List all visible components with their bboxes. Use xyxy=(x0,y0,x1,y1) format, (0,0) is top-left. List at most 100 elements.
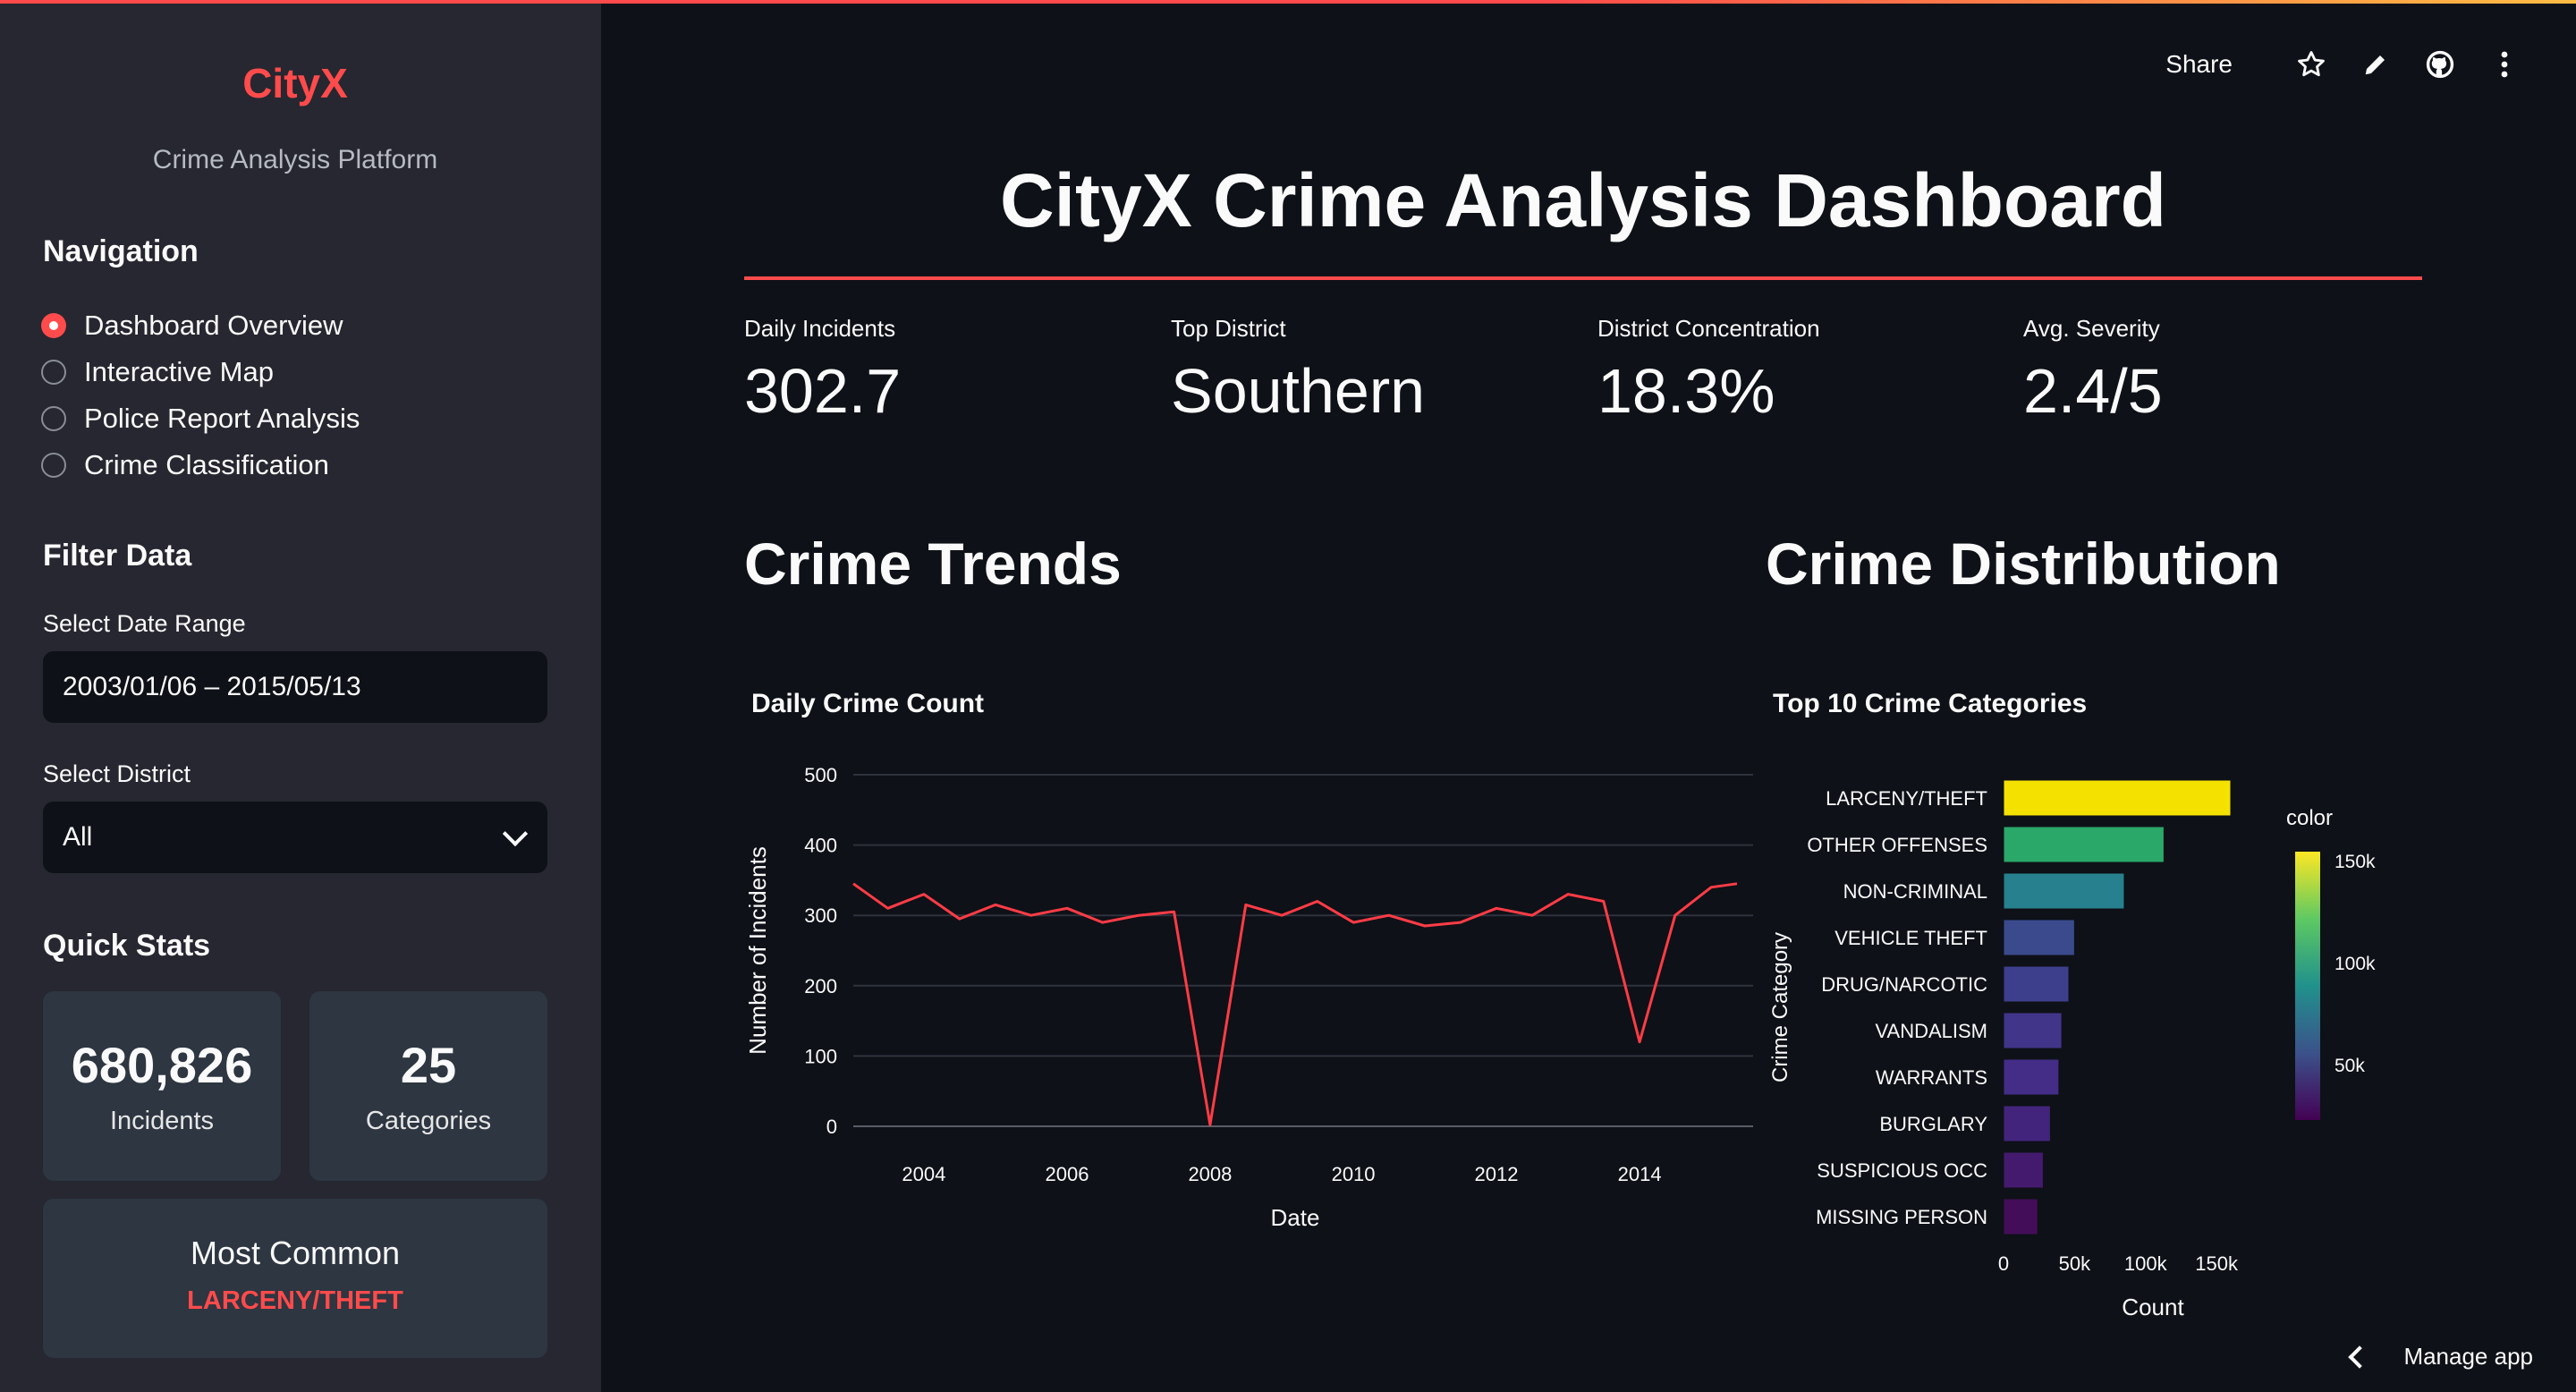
category-label: MISSING PERSON xyxy=(1816,1206,1987,1228)
bar xyxy=(2003,965,2070,1003)
bar xyxy=(2003,779,2232,817)
stat-value: 25 xyxy=(400,1037,457,1093)
crime-trends-heading: Crime Trends xyxy=(744,530,1122,597)
nav-item-police-report-analysis[interactable]: Police Report Analysis xyxy=(41,403,360,435)
sidebar: CityX Crime Analysis Platform Navigation… xyxy=(0,4,601,1392)
x-axis-title: Count xyxy=(2122,1294,2184,1320)
bar xyxy=(2003,1151,2044,1189)
more-vertical-icon[interactable] xyxy=(2487,47,2522,82)
x-tick-label: 2008 xyxy=(1188,1163,1232,1185)
y-axis-title: Number of Incidents xyxy=(744,846,771,1055)
daily-crime-line-chart[interactable]: 0 100 200 300 400 500 2004 2006 2008 2010 2012 2014… xyxy=(733,743,1753,1252)
bar xyxy=(2003,1105,2051,1142)
x-axis-title: Date xyxy=(1271,1204,1320,1231)
chevron-down-icon xyxy=(502,820,529,847)
category-label: LARCENY/THEFT xyxy=(1826,787,1987,810)
stat-card-incidents: 680,826 Incidents xyxy=(43,991,281,1181)
crime-distribution-heading: Crime Distribution xyxy=(1766,530,2281,597)
title-divider xyxy=(744,276,2422,280)
nav-item-crime-classification[interactable]: Crime Classification xyxy=(41,449,329,481)
radio-icon[interactable] xyxy=(41,453,66,478)
y-tick-label: 300 xyxy=(804,904,837,927)
category-label: NON-CRIMINAL xyxy=(1843,880,1987,903)
category-label: BURGLARY xyxy=(1879,1113,1987,1135)
metric-value: 18.3% xyxy=(1597,356,1775,426)
page-title: CityX Crime Analysis Dashboard xyxy=(1000,158,2166,242)
quick-stats-heading: Quick Stats xyxy=(43,929,211,963)
stat-value: 680,826 xyxy=(71,1037,253,1093)
metric-district-concentration: District Concentration 18.3% xyxy=(1597,315,1820,427)
bar xyxy=(2003,872,2125,910)
bar xyxy=(2003,919,2075,956)
manage-app-button[interactable]: Manage app xyxy=(2348,1343,2533,1371)
line-series xyxy=(852,882,1738,1126)
radio-icon[interactable] xyxy=(41,360,66,385)
colorbar-title: color xyxy=(2286,806,2333,830)
metric-value: Southern xyxy=(1171,356,1426,426)
stat-label: Incidents xyxy=(109,1107,215,1135)
github-icon[interactable] xyxy=(2422,47,2458,82)
nav-item-label: Dashboard Overview xyxy=(84,310,343,341)
colorbar-tick-label: 150k xyxy=(2334,852,2376,872)
x-tick-label: 0 xyxy=(1998,1252,2009,1275)
y-tick-label: 400 xyxy=(804,835,837,857)
nav-item-dashboard-overview[interactable]: Dashboard Overview xyxy=(41,310,343,342)
y-axis-title: Crime Category xyxy=(1768,932,1792,1082)
most-common-value: LARCENY/THEFT xyxy=(187,1286,403,1315)
district-label: Select District xyxy=(43,760,191,787)
x-tick-label: 100k xyxy=(2124,1252,2168,1275)
date-range-value: 2003/01/06 – 2015/05/13 xyxy=(63,672,361,701)
app-toolbar: Share xyxy=(2165,45,2522,84)
y-tick-label: 0 xyxy=(826,1116,837,1138)
metric-label: Avg. Severity xyxy=(2023,315,2160,342)
category-label: DRUG/NARCOTIC xyxy=(1821,973,1987,996)
category-label: OTHER OFFENSES xyxy=(1807,834,1987,856)
radio-selected-icon[interactable] xyxy=(41,313,66,338)
bar xyxy=(2003,1198,2038,1235)
y-tick-label: 500 xyxy=(804,764,837,786)
nav-item-label: Police Report Analysis xyxy=(84,403,360,434)
brand-title: CityX xyxy=(242,60,348,106)
metric-label: Daily Incidents xyxy=(744,315,896,342)
bar xyxy=(2003,1058,2060,1096)
nav-item-label: Interactive Map xyxy=(84,356,274,387)
crime-category-bar-chart[interactable]: LARCENY/THEFT OTHER OFFENSES NON-CRIMINAL V… xyxy=(1753,743,2397,1342)
category-label: VEHICLE THEFT xyxy=(1835,927,1987,949)
metric-label: Top District xyxy=(1171,315,1286,342)
y-tick-label: 100 xyxy=(804,1045,837,1067)
chevron-left-icon xyxy=(2348,1345,2372,1369)
metric-value: 302.7 xyxy=(744,356,902,426)
category-label: WARRANTS xyxy=(1876,1066,1987,1089)
bar xyxy=(2003,1012,2063,1049)
x-tick-label: 150k xyxy=(2195,1252,2239,1275)
metric-avg-severity: Avg. Severity 2.4/5 xyxy=(2023,315,2163,427)
metric-top-district: Top District Southern xyxy=(1171,315,1425,427)
colorbar-tick-label: 100k xyxy=(2334,954,2376,974)
metric-daily-incidents: Daily Incidents 302.7 xyxy=(744,315,901,427)
manage-app-label: Manage app xyxy=(2403,1343,2533,1370)
navigation-heading: Navigation xyxy=(43,234,199,268)
metric-label: District Concentration xyxy=(1597,315,1820,342)
category-label: VANDALISM xyxy=(1875,1020,1987,1042)
line-chart-title: Daily Crime Count xyxy=(751,689,985,718)
stat-label: Categories xyxy=(365,1107,492,1135)
bar xyxy=(2003,826,2165,863)
nav-item-interactive-map[interactable]: Interactive Map xyxy=(41,356,274,388)
district-value: All xyxy=(63,822,93,852)
radio-icon[interactable] xyxy=(41,406,66,431)
most-common-label: Most Common xyxy=(190,1235,401,1271)
pencil-icon[interactable] xyxy=(2358,47,2394,82)
brand-subtitle: Crime Analysis Platform xyxy=(152,145,438,174)
most-common-card: Most Common LARCENY/THEFT xyxy=(43,1199,547,1358)
share-button[interactable]: Share xyxy=(2165,50,2233,78)
x-tick-label: 50k xyxy=(2059,1252,2091,1275)
date-range-input[interactable]: 2003/01/06 – 2015/05/13 xyxy=(43,651,547,723)
stat-card-categories: 25 Categories xyxy=(309,991,547,1181)
star-icon[interactable] xyxy=(2293,47,2329,82)
district-select[interactable]: All xyxy=(43,802,547,873)
x-tick-label: 2012 xyxy=(1475,1163,1519,1185)
x-tick-label: 2010 xyxy=(1332,1163,1376,1185)
date-range-label: Select Date Range xyxy=(43,610,246,637)
y-tick-label: 200 xyxy=(804,975,837,997)
nav-item-label: Crime Classification xyxy=(84,449,329,480)
